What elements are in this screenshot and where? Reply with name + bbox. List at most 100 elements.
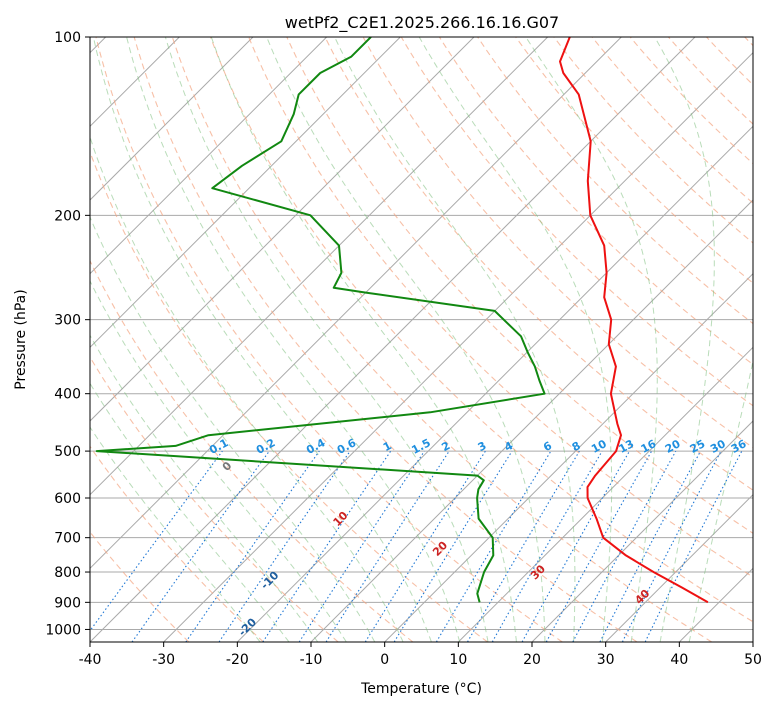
x-axis-label: Temperature (°C) (360, 681, 482, 697)
dry-adiabat-label: 30 (528, 562, 548, 582)
dry-adiabat-line (706, 37, 753, 86)
dry-adiabat-label: 20 (430, 539, 450, 559)
mixing-ratio-label: 0.1 (207, 436, 230, 457)
y-tick-label: 500 (54, 444, 81, 460)
dry-adiabat-line (248, 37, 753, 578)
mixing-ratio-line (467, 450, 580, 642)
isotherm-gridline (90, 37, 696, 642)
mixing-ratio-label: 36 (729, 437, 749, 456)
dry-adiabat-line (515, 37, 753, 284)
isotherm-gridline (90, 37, 549, 496)
mixing-ratio-line (131, 450, 270, 642)
x-tick-label: 0 (380, 652, 389, 668)
dry-adiabat-line (95, 37, 563, 642)
isotherm-gridline (531, 420, 753, 642)
isotherm-gridline (457, 346, 753, 642)
isotherm-gridline (678, 567, 753, 642)
isotherm-gridline (752, 641, 753, 642)
y-tick-label: 800 (54, 565, 81, 581)
isotherm-gridline (90, 37, 254, 201)
isotherm-gridline (90, 37, 401, 349)
moist-adiabat-line (418, 37, 613, 642)
x-tick-label: 40 (670, 652, 688, 668)
mixing-ratio-line (572, 450, 677, 642)
mixing-ratio-line (298, 450, 425, 642)
dry-adiabat-line (171, 37, 712, 642)
dry-adiabat-line (362, 37, 753, 449)
mixing-ratio-label: 2 (439, 439, 452, 454)
mixing-ratio-line (393, 450, 513, 642)
mixing-ratio-label: 0.2 (254, 436, 277, 457)
y-axis-label: Pressure (hPa) (13, 289, 29, 389)
moist-adiabat-line (334, 37, 576, 642)
moist-adiabat-line (126, 37, 461, 642)
dry-adiabat-line (90, 150, 488, 642)
mixing-ratio-line (364, 450, 486, 642)
isotherm-gridline (605, 493, 753, 642)
plot-frame (89, 36, 754, 643)
mixing-ratio-label: 0.6 (335, 436, 359, 457)
y-tick-label: 600 (54, 491, 81, 507)
y-tick-label: 1000 (45, 622, 81, 638)
mixing-ratio-label: 1 (381, 439, 394, 454)
mixing-ratio-line (262, 450, 392, 642)
dry-adiabat-line (477, 37, 753, 325)
isotherm-gridline (90, 37, 328, 275)
mixing-ratio-line (435, 450, 552, 642)
grid-layer (90, 37, 753, 642)
x-tick-label: -10 (300, 652, 323, 668)
moist-adiabat-line (90, 215, 376, 642)
moist-adiabat-line (90, 382, 290, 642)
temperature-profile-line (559, 37, 709, 604)
mixing-ratio-label: 4 (502, 439, 515, 454)
moist-adiabat-line (266, 37, 546, 642)
axis-layer: -40 -30 -20 -10 0 10 20 30 40 5010020030040050060… (45, 30, 762, 668)
isotherm-gridline (163, 51, 753, 642)
x-tick-label: 20 (523, 652, 541, 668)
y-tick-label: 200 (54, 208, 81, 224)
moist-adiabat-line (90, 426, 261, 642)
mixing-ratio-label: 3 (476, 439, 489, 454)
dry-adiabat-line (591, 37, 753, 204)
moist-adiabat-line (90, 334, 319, 642)
mixing-ratio-line (90, 450, 223, 632)
dry-adiabat-line (90, 445, 264, 642)
x-tick-label: 30 (597, 652, 615, 668)
mixing-ratio-label: 25 (688, 437, 708, 456)
mixing-ratio-line (185, 450, 320, 642)
dry-adiabat-line (629, 37, 753, 165)
dry-adiabat-line (209, 37, 753, 623)
y-tick-label: 700 (54, 531, 81, 547)
x-tick-label: -20 (226, 652, 249, 668)
moist-adiabat-line (688, 358, 753, 642)
isotherm-gridline (90, 37, 622, 570)
moist-adiabat-line (92, 37, 432, 642)
mixing-ratio-line (521, 450, 630, 642)
mixing-ratio-label: 6 (541, 439, 554, 454)
mixing-ratio-label: 10 (589, 437, 609, 456)
dry-adiabat-label: 40 (632, 587, 652, 607)
x-tick-label: 10 (449, 652, 467, 668)
mixing-ratio-line (545, 450, 653, 642)
mixing-ratio-line (218, 450, 351, 642)
isotherm-gridline (90, 37, 475, 422)
dry-adiabat-line (667, 37, 753, 125)
dry-adiabat-line (90, 259, 414, 642)
data-layer: 0.1 0.2 0.4 0.6 1 1.5 2 3 4 6 8 10 13 16 20 25 30 36-20-1… (95, 37, 749, 639)
mixing-ratio-line (325, 450, 450, 642)
dry-adiabat-line (324, 37, 753, 491)
mixing-ratio-label: 30 (708, 437, 728, 456)
moist-adiabat-line (210, 37, 517, 642)
y-tick-label: 100 (54, 30, 81, 46)
y-tick-label: 900 (54, 595, 81, 611)
moist-adiabat-line (654, 37, 715, 642)
isotherm-gridline (236, 125, 753, 642)
moist-adiabat-line (525, 37, 658, 642)
x-tick-label: -30 (152, 652, 175, 668)
dry-adiabat-label: 0 (220, 459, 235, 474)
dry-adiabat-line (400, 37, 753, 407)
dry-adiabat-line (133, 37, 638, 642)
moist-adiabat-line (90, 135, 404, 642)
y-tick-label: 400 (54, 387, 81, 403)
